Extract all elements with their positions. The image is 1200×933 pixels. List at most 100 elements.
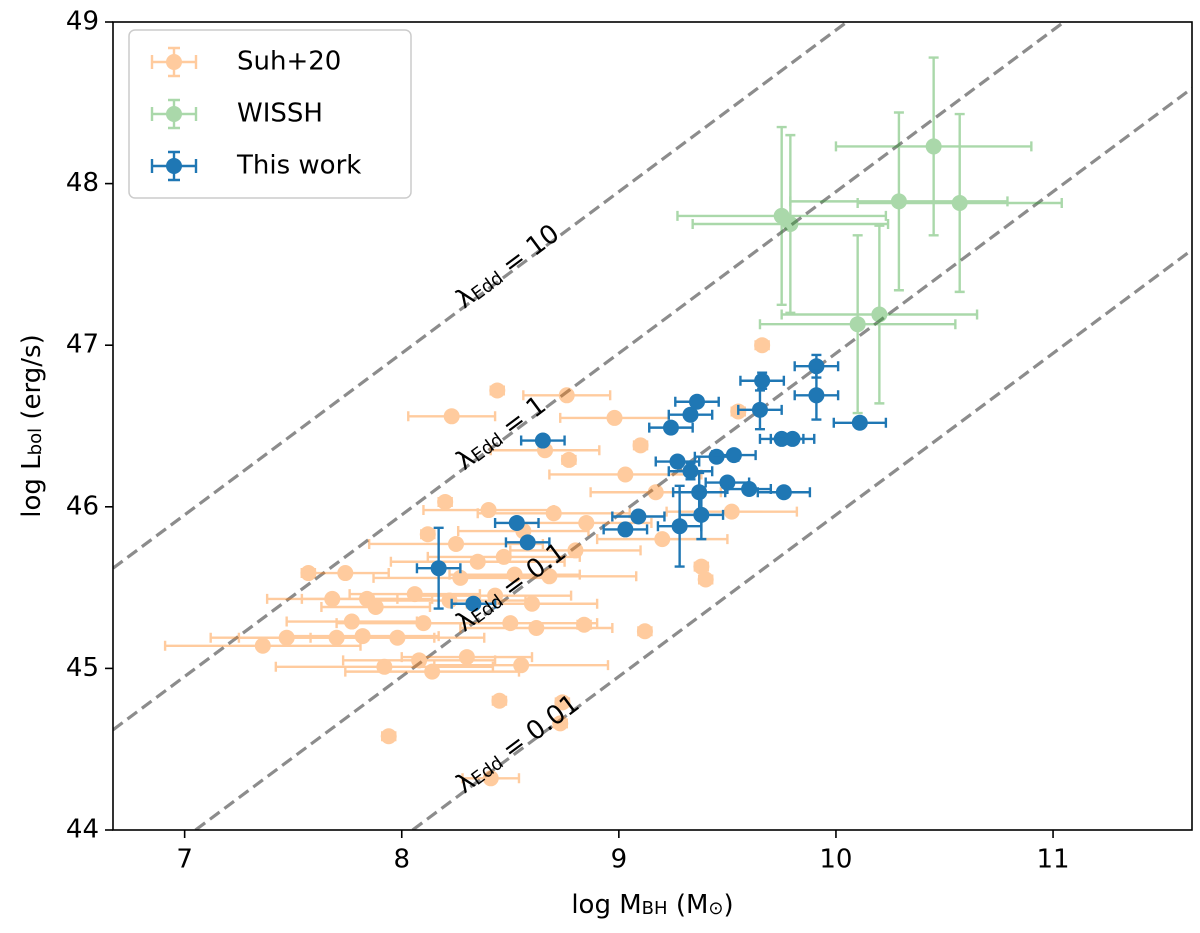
y-error-bar <box>327 592 338 605</box>
y-error-bar <box>928 56 939 237</box>
point <box>482 770 499 787</box>
point <box>380 728 397 745</box>
x-error-bar <box>417 590 573 601</box>
y-error-bar <box>726 505 737 518</box>
x-error-bar <box>665 506 799 517</box>
y-error-bar <box>440 495 451 508</box>
x-error-bar <box>637 626 653 637</box>
point <box>741 481 758 498</box>
y-error-bar <box>650 486 661 499</box>
x-error-bar <box>691 219 890 229</box>
y-error-bar <box>531 621 542 635</box>
point <box>719 474 736 491</box>
x-error-bar <box>400 652 534 663</box>
point <box>519 534 536 551</box>
x-error-bar <box>309 632 486 643</box>
legend-point <box>166 106 182 122</box>
y-error-bar <box>696 560 707 573</box>
point <box>567 542 584 559</box>
point <box>376 658 393 675</box>
x-error-bar <box>758 319 957 330</box>
x-error-bar <box>407 411 497 422</box>
x-error-bar <box>265 593 399 604</box>
point <box>851 414 868 431</box>
x-error-bar <box>285 616 419 627</box>
y-error-bar <box>409 588 420 601</box>
y-error-bar <box>357 630 368 643</box>
y-error-bar <box>635 439 646 452</box>
label-part: bol <box>25 428 46 455</box>
x-error-bar <box>300 568 390 579</box>
x-tick-label: 10 <box>819 845 852 875</box>
y-error-bar <box>498 550 509 563</box>
point <box>784 430 801 447</box>
y-error-bar <box>852 234 863 415</box>
y-error-bar <box>516 659 527 672</box>
point <box>708 448 725 465</box>
x-error-bar <box>285 631 440 642</box>
x-error-bar <box>522 390 612 401</box>
x-tick-label: 8 <box>393 845 410 875</box>
x-tick-label: 11 <box>1037 845 1070 875</box>
y-error-bar <box>548 507 559 520</box>
x-error-bar <box>552 718 568 729</box>
y-error-bar <box>392 631 403 644</box>
line-label: λEdd= 1 <box>450 390 552 476</box>
x-tick-label: 7 <box>176 845 193 875</box>
point <box>617 466 634 483</box>
y-error-bar <box>362 592 373 605</box>
y-error-bar <box>776 125 787 306</box>
y-error-bar <box>639 625 650 638</box>
point <box>871 306 888 323</box>
x-tick-label: 9 <box>611 845 628 875</box>
point <box>636 623 653 640</box>
x-error-bar <box>834 141 1033 152</box>
point <box>487 587 504 604</box>
eddington-line <box>113 22 848 570</box>
point <box>545 505 562 522</box>
y-error-bar <box>494 694 505 707</box>
series <box>676 56 1063 415</box>
point <box>324 590 341 607</box>
label-part: log M <box>571 890 641 920</box>
y-error-bar <box>370 600 381 614</box>
label-part: BH <box>642 898 668 919</box>
y-error-bar <box>561 389 572 402</box>
x-error-bar <box>422 505 555 516</box>
point <box>328 629 345 646</box>
point <box>751 401 768 418</box>
points <box>163 56 1063 787</box>
y-error-bar <box>563 453 574 466</box>
point <box>300 565 317 582</box>
point <box>489 382 506 399</box>
point <box>458 649 475 666</box>
point <box>406 586 423 603</box>
point <box>389 629 406 646</box>
point <box>630 508 647 525</box>
x-error-bar <box>426 551 581 562</box>
y-error-bar <box>281 631 292 644</box>
point <box>578 514 595 531</box>
y-error-bar <box>472 555 483 568</box>
x-error-bar <box>461 571 638 582</box>
plot-frame <box>112 21 1193 831</box>
point <box>337 565 354 582</box>
point <box>430 560 447 577</box>
y-error-bar <box>346 615 357 628</box>
point <box>278 629 295 646</box>
x-error-bar <box>274 661 495 672</box>
x-error-bar <box>754 340 770 351</box>
y-error-bar <box>874 224 885 405</box>
line-label: λEdd= 0.01 <box>450 688 585 799</box>
legend-point <box>166 158 182 174</box>
y-tick-label: 48 <box>66 168 99 198</box>
x-error-bar <box>676 210 888 221</box>
point <box>411 652 428 669</box>
x-error-bar <box>163 640 362 651</box>
point <box>671 518 688 535</box>
x-error-bar <box>576 619 592 630</box>
label-part: = 0.01 <box>496 688 584 765</box>
label-part: ⊙ <box>708 898 723 919</box>
point <box>502 615 519 632</box>
